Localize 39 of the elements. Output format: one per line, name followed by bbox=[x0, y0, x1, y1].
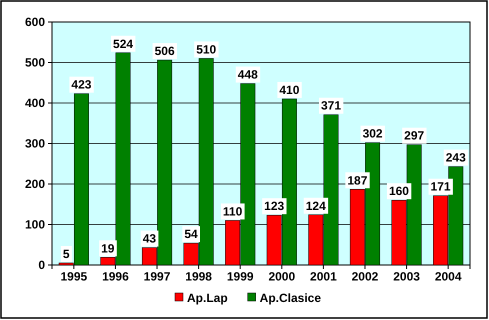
data-label: 19 bbox=[101, 241, 115, 256]
y-tick-label: 0 bbox=[38, 258, 46, 272]
data-label: 510 bbox=[196, 42, 217, 56]
data-label: 43 bbox=[142, 232, 156, 246]
x-tick-label: 2000 bbox=[268, 270, 296, 284]
data-label: 243 bbox=[446, 150, 466, 165]
data-label: 423 bbox=[71, 78, 92, 92]
x-tick-label: 1999 bbox=[226, 270, 254, 284]
x-tick-label: 2003 bbox=[393, 270, 420, 284]
x-tick-label: 1997 bbox=[144, 270, 171, 284]
data-label: 371 bbox=[320, 98, 342, 113]
data-label: 160 bbox=[388, 184, 410, 198]
x-tick-label: 1996 bbox=[102, 270, 130, 284]
y-tick-label: 500 bbox=[24, 55, 46, 70]
data-label: 54 bbox=[184, 227, 198, 242]
data-label: 5 bbox=[62, 246, 70, 261]
y-tick-label: 200 bbox=[24, 176, 46, 191]
legend-label: Ap.Clasice bbox=[260, 291, 322, 305]
y-tick-label: 400 bbox=[24, 96, 46, 110]
data-label: 110 bbox=[222, 204, 243, 218]
x-tick-label: 2004 bbox=[434, 270, 462, 284]
data-label: 524 bbox=[113, 36, 134, 51]
data-label: 448 bbox=[238, 68, 258, 82]
x-tick-label: 2002 bbox=[352, 270, 379, 284]
data-label: 297 bbox=[404, 128, 425, 143]
y-tick-label: 600 bbox=[24, 14, 46, 29]
data-label: 187 bbox=[347, 173, 368, 188]
x-tick-label: 1995 bbox=[60, 270, 88, 284]
y-tick-label: 100 bbox=[24, 217, 46, 232]
data-label: 302 bbox=[362, 126, 383, 141]
data-label: 171 bbox=[430, 180, 451, 194]
y-tick-label: 300 bbox=[24, 136, 46, 150]
x-tick-label: 2001 bbox=[310, 270, 338, 284]
x-tick-label: 1998 bbox=[185, 270, 212, 284]
data-label: 124 bbox=[306, 198, 326, 213]
data-label: 410 bbox=[279, 82, 300, 97]
legend-label: Ap.Lap bbox=[187, 291, 228, 305]
data-label: 506 bbox=[154, 44, 175, 58]
data-label: 123 bbox=[264, 199, 285, 214]
